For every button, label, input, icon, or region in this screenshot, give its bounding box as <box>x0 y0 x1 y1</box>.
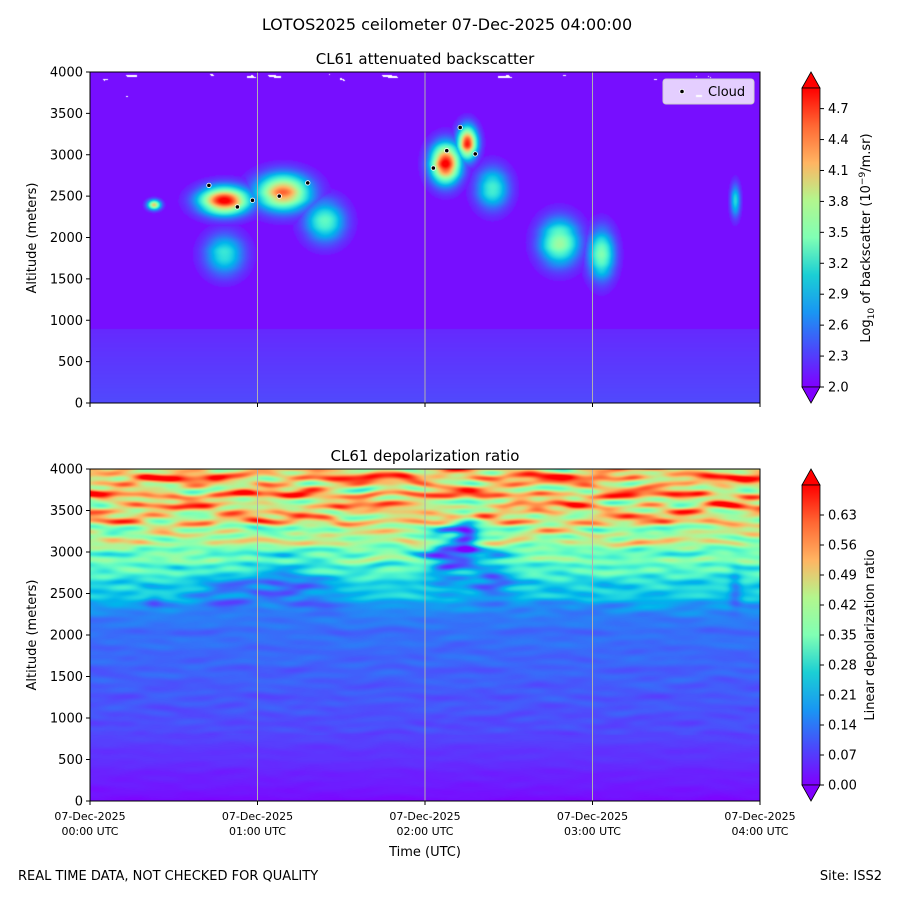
colorbar-tick-label: 0.00 <box>828 779 857 794</box>
colorbar-tick-label: 3.5 <box>828 226 849 241</box>
cloud-point <box>206 182 212 188</box>
x-tick-label: 07-Dec-2025 <box>222 810 293 823</box>
colorbar-tick-label: 4.1 <box>828 164 849 179</box>
colorbar-tick-label: 4.4 <box>828 133 849 148</box>
colorbar-tick-label: 0.28 <box>828 659 857 674</box>
x-tick-label: 04:00 UTC <box>731 825 788 838</box>
x-tick-label: 07-Dec-2025 <box>54 810 125 823</box>
cloud-point <box>234 204 240 210</box>
colorbar-tick-label: 2.0 <box>828 381 849 396</box>
quality-disclaimer: REAL TIME DATA, NOT CHECKED FOR QUALITY <box>18 869 319 884</box>
y-tick-label: 3500 <box>50 107 83 122</box>
site-label: Site: ISS2 <box>819 869 882 884</box>
x-tick-label: 07-Dec-2025 <box>557 810 628 823</box>
colorbar-tick-label: 2.9 <box>828 288 849 303</box>
backscatter-title: CL61 attenuated backscatter <box>316 50 535 68</box>
colorbar-tick-label: 3.8 <box>828 195 849 210</box>
colorbar-tick-label: 2.6 <box>828 319 849 334</box>
y-tick-label: 500 <box>58 355 83 370</box>
x-tick-label: 02:00 UTC <box>396 825 453 838</box>
x-tick-label: 07-Dec-2025 <box>724 810 795 823</box>
colorbar-tick-label: 3.2 <box>828 257 849 272</box>
y-tick-label: 0 <box>75 795 83 810</box>
y-tick-label: 1000 <box>50 712 83 727</box>
cloud-point <box>305 180 311 186</box>
colorbar-tick-label: 0.56 <box>828 539 857 554</box>
cloud-point <box>457 124 463 131</box>
x-tick-label: 03:00 UTC <box>564 825 621 838</box>
depolarization-title: CL61 depolarization ratio <box>331 447 520 465</box>
cloud-legend-label: Cloud <box>708 85 745 100</box>
colorbar-tick-label: 0.21 <box>828 689 857 704</box>
y-tick-label: 2500 <box>50 587 83 602</box>
depolarization-colorbar-label: Linear depolarization ratio <box>863 549 878 720</box>
colorbar-tick-label: 4.7 <box>828 102 849 117</box>
time-axis: 07-Dec-2025 00:00 UTC 07-Dec-2025 01:00 UTC… <box>54 810 795 838</box>
backscatter-axes: 0 500 1000 1500 2000 2500 3000 3500 4000 <box>50 66 761 412</box>
cloud-legend: Cloud <box>662 78 755 105</box>
colorbar-tick-label: 0.49 <box>828 569 857 584</box>
time-axis-label: Time (UTC) <box>388 845 461 860</box>
y-tick-label: 2000 <box>50 231 83 246</box>
x-tick-label: 07-Dec-2025 <box>389 810 460 823</box>
colorbar-tick-label: 0.14 <box>828 719 857 734</box>
y-tick-label: 3500 <box>50 504 83 519</box>
figure-title: LOTOS2025 ceilometer 07-Dec-2025 04:00:0… <box>262 15 632 34</box>
depolarization-y-axis-label: Altitude (meters) <box>25 580 40 691</box>
colorbar-tick-label: 2.3 <box>828 350 849 365</box>
colorbar-tick-label: 0.63 <box>828 509 857 524</box>
cloud-point <box>472 151 478 157</box>
cloud-legend-marker <box>679 88 685 95</box>
y-tick-label: 3000 <box>50 546 83 561</box>
y-tick-label: 1000 <box>50 314 83 329</box>
colorbar-tick-label: 0.07 <box>828 749 857 764</box>
y-tick-label: 0 <box>75 397 83 412</box>
y-tick-label: 1500 <box>50 670 83 685</box>
backscatter-colorbar: 2.0 2.3 2.6 2.9 3.2 3.5 3.8 4.1 4.4 4.7 <box>801 71 849 404</box>
cloud-point <box>430 165 436 171</box>
y-tick-label: 500 <box>58 753 83 768</box>
x-tick-label: 01:00 UTC <box>229 825 286 838</box>
depolarization-axes: 0 500 1000 1500 2000 2500 3000 3500 4000 <box>50 463 761 810</box>
cloud-point <box>249 197 256 203</box>
y-tick-label: 1500 <box>50 272 83 287</box>
y-tick-label: 4000 <box>50 463 83 478</box>
colorbar-tick-label: 0.35 <box>828 629 857 644</box>
backscatter-colorbar-label: Log10 of backscatter (10−9/m.sr) <box>858 133 877 342</box>
y-tick-label: 3000 <box>50 148 83 163</box>
depolarization-colorbar: 0.00 0.07 0.14 0.21 0.28 0.35 0.42 0.49 0.56 0.63 <box>801 468 857 802</box>
y-tick-label: 2500 <box>50 190 83 205</box>
y-tick-label: 2000 <box>50 629 83 644</box>
cloud-point <box>276 193 282 199</box>
y-tick-label: 4000 <box>50 66 83 81</box>
x-tick-label: 00:00 UTC <box>61 825 118 838</box>
colorbar-tick-label: 0.42 <box>828 599 857 614</box>
cloud-point <box>444 148 450 154</box>
backscatter-y-axis-label: Altitude (meters) <box>25 183 40 294</box>
